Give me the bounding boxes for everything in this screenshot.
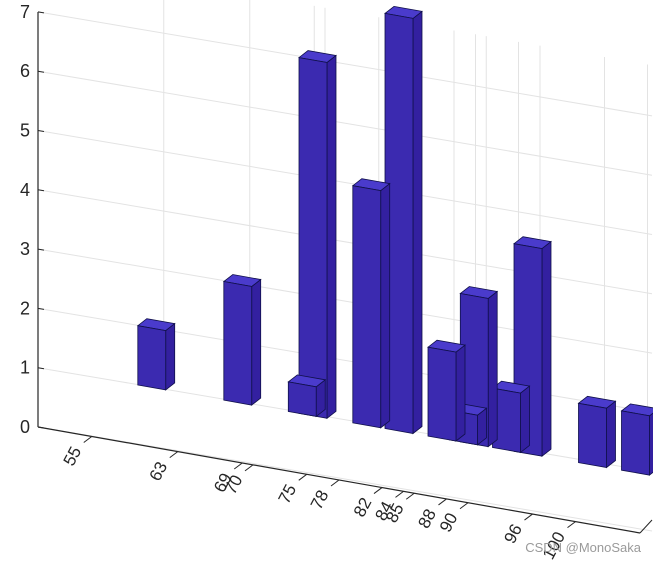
x-tick-label: 75 — [275, 481, 301, 507]
y-tick-mark — [37, 70, 45, 73]
y-tick-label: 3 — [20, 239, 30, 259]
y-tick-label: 1 — [20, 358, 30, 378]
y-tick-label: 6 — [20, 61, 30, 81]
grid-lines — [37, 0, 653, 532]
y-tick-label: 2 — [20, 298, 30, 318]
x-tick-label: 55 — [60, 443, 86, 469]
x-tick-mark — [459, 502, 469, 510]
x-tick-mark — [395, 490, 404, 498]
y-tick-mark — [37, 189, 45, 192]
grid-line-horizontal — [37, 130, 653, 235]
bar-70 — [298, 50, 337, 420]
x-tick-label: 90 — [436, 510, 462, 536]
bar-side-face — [412, 10, 423, 435]
y-tick-mark — [37, 426, 45, 429]
grid-line-horizontal — [37, 307, 653, 413]
x-tick-mark — [405, 492, 415, 500]
x-tick-mark — [524, 513, 533, 521]
bar-88 — [491, 380, 531, 454]
x-tick-mark — [233, 462, 243, 470]
axes — [37, 11, 653, 534]
y-tick-mark — [37, 130, 45, 132]
grid-line-horizontal — [37, 11, 653, 117]
x-tick-mark — [169, 451, 179, 459]
grid-line-horizontal — [37, 189, 653, 295]
bar-side-face — [541, 240, 552, 458]
bar-front-face — [298, 57, 328, 419]
bar-side-face — [380, 182, 391, 429]
x-tick-mark — [567, 521, 576, 529]
watermark-text: CSDN @MonoSaka — [525, 540, 641, 555]
bar-front-face — [352, 185, 382, 429]
bar-63 — [222, 274, 262, 406]
bar-side-face — [326, 54, 337, 420]
bar-side-face — [165, 322, 176, 391]
floor-edge — [639, 519, 653, 534]
bar-90 — [513, 236, 552, 458]
grid-line-horizontal — [37, 248, 653, 354]
bar-side-face — [606, 400, 616, 469]
x-tick-label: 63 — [146, 459, 172, 485]
bar-82 — [427, 339, 466, 442]
y-tick-label: 7 — [20, 2, 30, 22]
bar-side-face — [520, 385, 530, 454]
y-tick-mark — [37, 307, 45, 310]
bar-front-face — [137, 325, 167, 391]
x-tick-mark — [438, 498, 447, 506]
bar-78 — [384, 5, 423, 435]
bar-front-face — [287, 381, 317, 417]
bar-55 — [136, 318, 176, 391]
bar-front-face — [621, 410, 650, 476]
x-tick-label: 88 — [414, 506, 440, 532]
bar-96 — [577, 395, 617, 469]
bar-front-face — [223, 281, 253, 406]
bar-side-face — [455, 344, 466, 442]
grid-line-horizontal — [37, 70, 653, 176]
bar-front-face — [578, 402, 607, 468]
y-tick-label: 5 — [20, 121, 30, 141]
grid-line-horizontal — [37, 367, 653, 473]
y-tick-label: 4 — [20, 180, 30, 200]
x-tick-label: 82 — [350, 495, 376, 521]
bar-100 — [620, 403, 653, 476]
x-tick-mark — [373, 487, 383, 494]
x-tick-mark — [83, 436, 93, 443]
bars — [136, 5, 653, 476]
bar-side-face — [487, 290, 498, 448]
bar-front-face — [427, 346, 457, 442]
bar-side-face — [649, 412, 653, 476]
x-tick-label: 78 — [307, 487, 333, 513]
y-tick-mark — [37, 11, 45, 14]
y-tick-label: 0 — [20, 417, 30, 437]
bar-75 — [351, 178, 391, 429]
bar-front-face — [384, 12, 414, 434]
x-tick-mark — [298, 473, 308, 481]
bar-side-face — [251, 278, 262, 406]
x-tick-label: 96 — [500, 521, 526, 547]
x-tick-mark — [330, 479, 340, 487]
y-tick-mark — [37, 367, 45, 370]
y-tick-mark — [37, 248, 45, 251]
x-tick-mark — [244, 464, 254, 472]
grid-line-horizontal — [37, 426, 653, 532]
bar-69 — [287, 374, 327, 418]
